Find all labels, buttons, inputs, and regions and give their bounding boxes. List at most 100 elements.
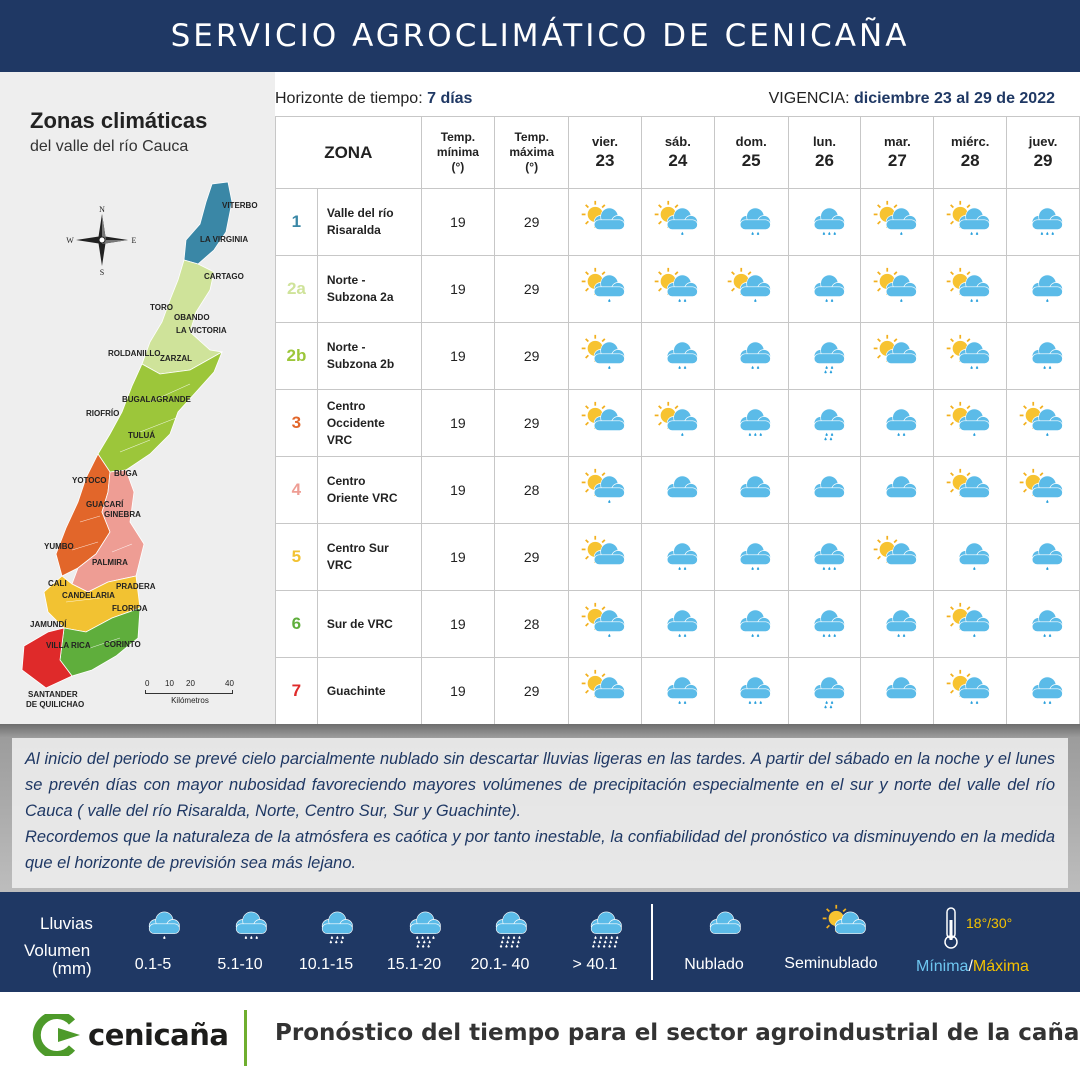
description-paragraph: Al inicio del periodo se prevé cielo par…	[25, 750, 1055, 820]
rain-volume-icon	[214, 904, 280, 953]
map-zone-1	[183, 181, 233, 265]
zone-name-line: Norte -	[326, 340, 366, 354]
town-label: CORINTO	[104, 640, 141, 649]
zone-number: 5	[275, 523, 318, 591]
rain-volume-icon	[474, 904, 540, 953]
zone-tmax: 28	[494, 456, 570, 524]
town-label: GUACARÍ	[86, 500, 124, 509]
horizon-value: 7 días	[427, 90, 473, 107]
header-day: miérc. 28	[933, 116, 1008, 189]
cloud-rain-icon	[713, 657, 789, 725]
cloud-rain-icon	[1006, 657, 1080, 725]
partly-cloudy-rain-icon	[1006, 389, 1080, 457]
town-label: FLORIDA	[112, 604, 148, 613]
zone-tmax: 29	[494, 657, 570, 725]
legend-rain-level: > 40.1	[555, 904, 635, 973]
partly-cloudy-rain-icon	[568, 523, 642, 591]
town-label: PALMIRA	[92, 558, 128, 567]
legend-rain-level: 5.1-10	[200, 904, 280, 973]
legend-divider	[651, 904, 653, 980]
cloud-rain-icon	[787, 657, 862, 725]
zone-tmax: 29	[494, 389, 570, 457]
cloud-rain-icon	[640, 657, 715, 725]
legend-minima: Mínima	[916, 958, 969, 975]
thermometer-icon	[944, 907, 958, 949]
zone-tmin: 19	[420, 456, 496, 524]
legend-rain-label: 0.1-5	[134, 956, 172, 973]
legend-slash: /	[968, 958, 973, 975]
zone-number: 4	[275, 456, 318, 524]
zone-name: Norte - Subzona 2a	[316, 255, 422, 323]
partly-cloudy-rain-icon	[713, 255, 789, 323]
zone-tmax: 29	[494, 523, 570, 591]
partly-cloudy-rain-icon	[933, 188, 1008, 256]
map-title: Zonas climáticas	[30, 108, 208, 133]
cloud-rain-icon	[787, 456, 862, 524]
legend-rain-label: > 40.1	[572, 956, 618, 973]
zone-row: 5 Centro Sur VRC 19 29	[275, 523, 1080, 591]
zone-row: 4 Centro Oriente VRC 19 28	[275, 456, 1080, 524]
zone-tmax: 29	[494, 322, 570, 390]
town-label: ROLDANILLO	[108, 349, 161, 358]
partly-cloudy-rain-icon	[568, 322, 642, 390]
map-zone-7	[21, 627, 73, 689]
description-box	[12, 738, 1068, 888]
legend-bar: Lluvias Volumen (mm) 0.1-5 5.1-10 10.1-15 1…	[0, 892, 1080, 992]
zone-name-line: Oriente VRC	[326, 491, 398, 505]
header-day: dom. 25	[713, 116, 789, 189]
legend-seminublado: Seminublado	[776, 904, 886, 972]
zone-tmax: 29	[494, 255, 570, 323]
zone-tmin: 19	[420, 188, 496, 256]
legend-rain-label: 10.1-15	[298, 956, 354, 973]
compass-e: E	[132, 236, 137, 245]
partly-cloudy-rain-icon	[640, 389, 715, 457]
cloud-rain-icon	[640, 456, 715, 524]
header-day: mar. 27	[860, 116, 935, 189]
town-label: RIOFRÍO	[86, 409, 120, 418]
cenicana-logo-icon	[32, 1014, 80, 1056]
scale-unit: Kilómetros	[171, 696, 209, 705]
town-label: PRADERA	[116, 582, 156, 591]
zone-row: 2b Norte - Subzona 2b 19 29	[275, 322, 1080, 390]
header-day: vier. 23	[568, 116, 642, 189]
cloud-rain-icon	[640, 523, 715, 591]
cloud-rain-icon	[860, 456, 935, 524]
zone-number: 2a	[275, 255, 318, 323]
zone-name-line: Risaralda	[326, 223, 381, 237]
partly-cloudy-rain-icon	[860, 523, 935, 591]
partly-cloudy-rain-icon	[860, 255, 935, 323]
zone-tmin: 19	[420, 657, 496, 725]
town-label: CANDELARIA	[62, 591, 115, 600]
zone-name-line: Guachinte	[326, 683, 386, 698]
map-subtitle: del valle del río Cauca	[30, 138, 189, 155]
town-label: TULUÁ	[128, 431, 156, 440]
legend-rain-label: 15.1-20	[386, 956, 442, 973]
header-zona: ZONA	[275, 116, 422, 189]
zone-name-line: Sur de VRC	[326, 616, 393, 631]
town-label: SANTANDER	[28, 690, 78, 699]
zone-number: 6	[275, 590, 318, 658]
zone-tmax: 28	[494, 590, 570, 658]
rain-volume-icon	[300, 904, 366, 953]
town-label: CALI	[48, 579, 67, 588]
zone-name: Centro Oriente VRC	[316, 456, 422, 524]
cloud-rain-icon	[1006, 322, 1080, 390]
zone-tmin: 19	[420, 255, 496, 323]
legend-rain-level: 10.1-15	[286, 904, 366, 973]
header-day: sáb. 24	[640, 116, 715, 189]
town-label: VILLA RICA	[46, 641, 91, 650]
forecast-panel: Horizonte de tiempo: 7 días VIGENCIA: di…	[275, 72, 1080, 725]
legend-rain-level: 20.1- 40	[460, 904, 540, 973]
cloud-rain-icon	[1006, 590, 1080, 658]
rain-volume-icon	[388, 904, 454, 953]
town-label: CARTAGO	[204, 272, 244, 281]
zone-tmin: 19	[420, 322, 496, 390]
legend-mm: (mm)	[52, 959, 92, 978]
zone-name: Centro Occidente VRC	[316, 389, 422, 457]
cloud-rain-icon	[713, 523, 789, 591]
compass-n: N	[99, 205, 105, 214]
header-day: lun. 26	[787, 116, 862, 189]
map-zone-2b	[97, 351, 223, 473]
horizon-text: Horizonte de tiempo: 7 días	[275, 90, 472, 108]
town-label: ZARZAL	[160, 354, 192, 363]
